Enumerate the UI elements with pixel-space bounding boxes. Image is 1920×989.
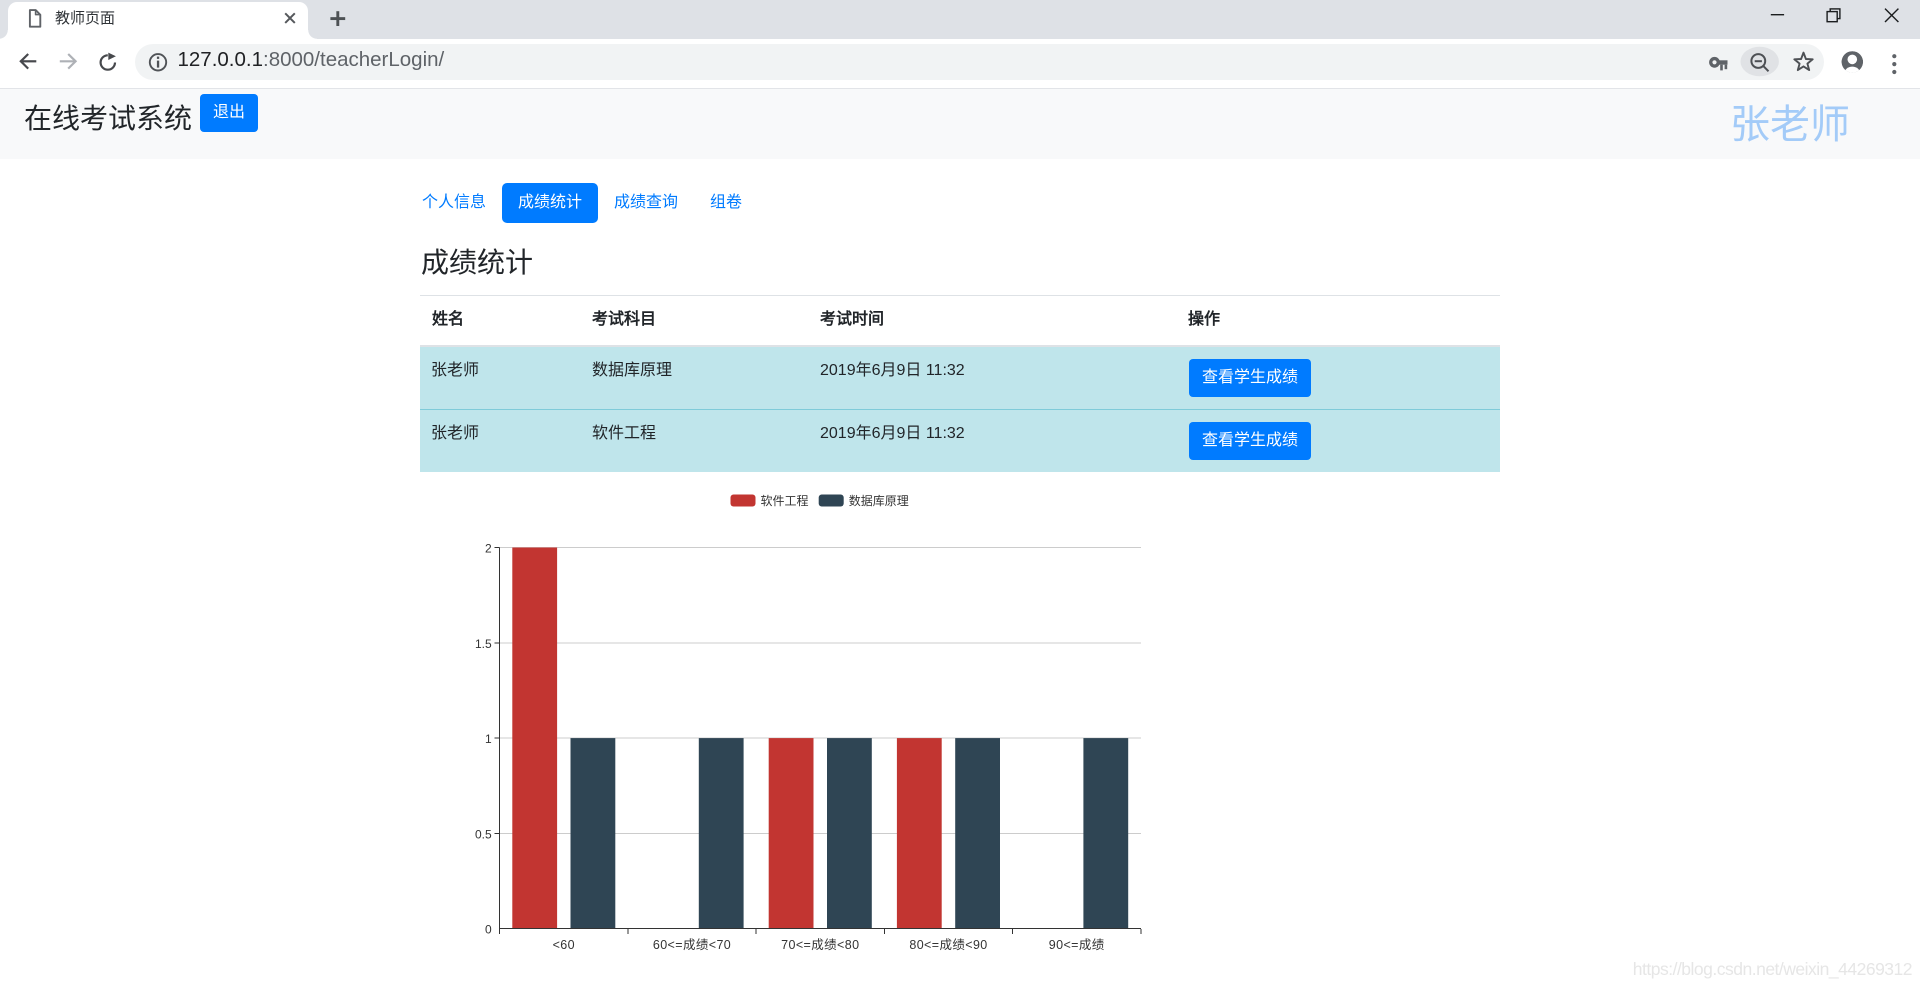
svg-text:软件工程: 软件工程 [761,493,809,508]
svg-text:0.5: 0.5 [475,827,492,841]
svg-text:数据库原理: 数据库原理 [849,493,909,508]
svg-text:0: 0 [485,923,492,937]
svg-text:70<=成绩<80: 70<=成绩<80 [781,938,859,952]
svg-text:60<=成绩<70: 60<=成绩<70 [653,938,731,952]
svg-text:2: 2 [485,542,492,556]
svg-text:90<=成绩: 90<=成绩 [1049,938,1105,952]
svg-text:<60: <60 [553,938,575,952]
svg-text:1: 1 [485,732,492,746]
svg-text:80<=成绩<90: 80<=成绩<90 [909,938,987,952]
svg-text:1.5: 1.5 [475,637,492,651]
